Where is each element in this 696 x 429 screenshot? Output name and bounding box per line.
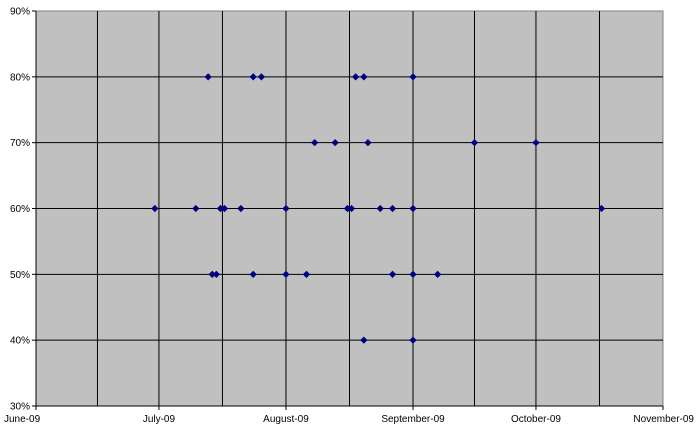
data-point bbox=[151, 204, 159, 213]
x-axis-tick-labels: June-09 July-09 August-09 September-09 Octob… bbox=[4, 414, 694, 425]
x-tick-label: July-09 bbox=[143, 414, 176, 425]
data-point bbox=[204, 73, 212, 81]
x-tick-label: August-09 bbox=[263, 414, 309, 425]
data-point bbox=[192, 204, 200, 213]
y-tick-label: 50% bbox=[10, 270, 30, 281]
data-point bbox=[237, 204, 245, 213]
data-point bbox=[433, 270, 442, 278]
data-point bbox=[302, 270, 311, 278]
y-tick-label: 90% bbox=[10, 7, 30, 18]
data-point bbox=[360, 336, 368, 344]
y-axis-tick-labels: 30% 40% 50% 60% 70% 80% 90% bbox=[10, 7, 30, 413]
y-tick-label: 30% bbox=[10, 402, 30, 413]
data-point bbox=[388, 270, 397, 278]
axes bbox=[32, 10, 664, 410]
data-points bbox=[151, 73, 606, 344]
data-point bbox=[360, 73, 368, 81]
data-point bbox=[331, 139, 339, 147]
data-point bbox=[597, 204, 606, 213]
x-tick-label: November-09 bbox=[633, 414, 694, 425]
data-point bbox=[388, 204, 397, 213]
y-tick-label: 60% bbox=[10, 204, 30, 215]
data-point bbox=[470, 139, 479, 147]
data-point bbox=[220, 204, 229, 213]
data-point bbox=[409, 73, 417, 81]
data-point bbox=[409, 270, 417, 278]
y-tick-label: 80% bbox=[10, 72, 30, 83]
data-point bbox=[347, 204, 356, 213]
data-point bbox=[409, 204, 417, 213]
data-point bbox=[311, 139, 319, 147]
data-point bbox=[282, 204, 290, 213]
y-tick-label: 40% bbox=[10, 336, 30, 347]
x-tick-label: October-09 bbox=[511, 414, 561, 425]
x-tick-label: September-09 bbox=[381, 414, 445, 425]
data-point bbox=[352, 73, 360, 81]
data-point bbox=[532, 139, 540, 147]
data-point bbox=[212, 270, 220, 278]
data-point bbox=[249, 73, 257, 81]
x-tick-label: June-09 bbox=[4, 414, 41, 425]
data-point bbox=[249, 270, 257, 278]
data-point bbox=[282, 270, 290, 278]
data-point bbox=[376, 204, 384, 213]
data-point bbox=[257, 73, 266, 81]
data-point bbox=[409, 336, 417, 344]
data-point bbox=[364, 139, 372, 147]
y-tick-label: 70% bbox=[10, 138, 30, 149]
